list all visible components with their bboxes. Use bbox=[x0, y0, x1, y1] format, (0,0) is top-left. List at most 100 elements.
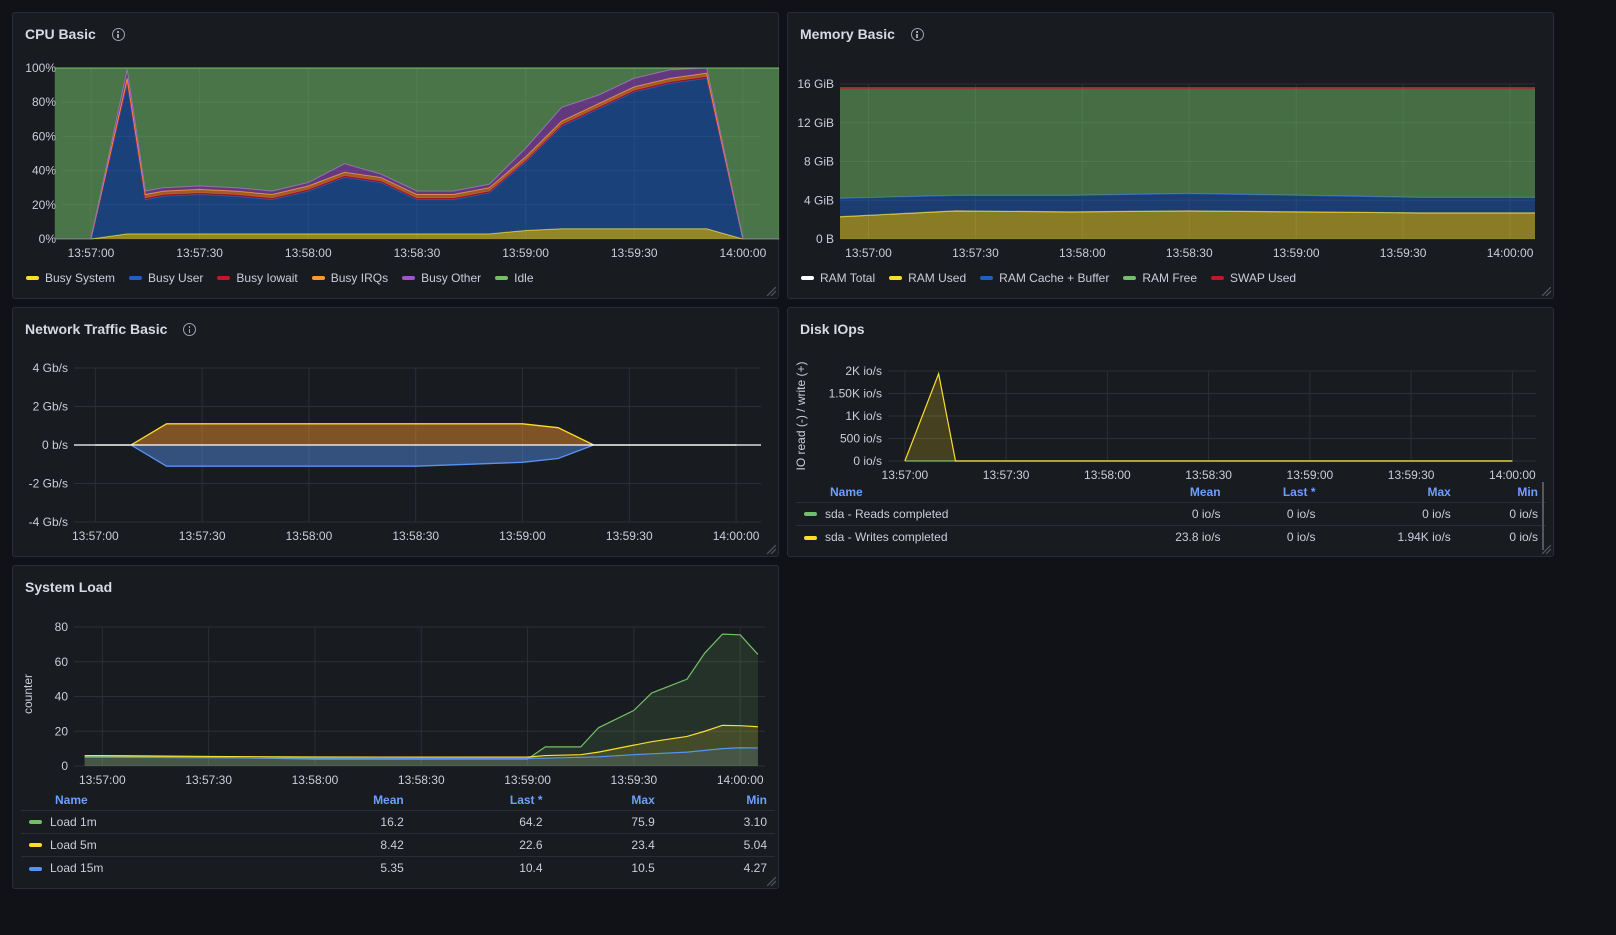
panel-title[interactable]: System Load bbox=[25, 579, 112, 595]
panel-title[interactable]: Memory Basic bbox=[800, 26, 924, 42]
load-line-load-15m bbox=[84, 747, 758, 760]
net-y-tick-label: 0 b/s bbox=[42, 438, 68, 452]
series-label: sda - Reads completed bbox=[825, 506, 949, 521]
legend-item[interactable]: RAM Total bbox=[801, 271, 875, 285]
cpu-x-tick-label: 13:58:00 bbox=[285, 246, 332, 260]
column-header[interactable]: Min bbox=[1517, 484, 1538, 499]
value-last: 22.6 bbox=[411, 832, 551, 856]
mem-area-ram-used bbox=[840, 210, 1535, 239]
panel-title[interactable]: CPU Basic bbox=[25, 26, 125, 42]
cpu-area-busy-user bbox=[54, 78, 780, 239]
disk-legend-table: Name Mean Last * Max Min sda - Reads complete… bbox=[796, 482, 1546, 548]
net-y-tick-label: 2 Gb/s bbox=[33, 400, 68, 414]
net-x-tick-label: 13:58:00 bbox=[286, 529, 333, 543]
series-name[interactable]: sda - Reads completed bbox=[796, 501, 1109, 525]
legend-label: Busy User bbox=[148, 271, 204, 285]
column-header[interactable]: Mean bbox=[373, 792, 404, 807]
value-min: 0 io/s bbox=[1458, 524, 1546, 548]
resize-handle-icon[interactable] bbox=[1542, 545, 1551, 554]
table-row[interactable]: Load 1m 16.2 64.2 75.9 3.10 bbox=[21, 809, 775, 833]
legend-item[interactable]: Busy User bbox=[129, 271, 203, 285]
legend-swatch bbox=[980, 276, 994, 280]
legend-label: SWAP Used bbox=[1230, 271, 1297, 285]
legend-item[interactable]: Busy System bbox=[26, 271, 115, 285]
info-icon[interactable] bbox=[910, 27, 924, 41]
legend-swatch bbox=[311, 276, 325, 280]
value-max: 10.5 bbox=[550, 855, 663, 879]
mem-y-tick-label: 12 GiB bbox=[797, 116, 834, 130]
column-header[interactable]: Min bbox=[746, 792, 767, 807]
column-header[interactable]: Last * bbox=[509, 792, 543, 807]
resize-handle-icon[interactable] bbox=[767, 877, 776, 886]
table-row[interactable]: sda - Reads completed 0 io/s 0 io/s 0 io/s 0… bbox=[796, 501, 1546, 525]
panel-title[interactable]: Disk IOps bbox=[800, 321, 865, 337]
legend-item[interactable]: RAM Used bbox=[889, 271, 966, 285]
cpu-y-tick-label: 80% bbox=[32, 95, 56, 109]
value-min: 5.04 bbox=[662, 832, 775, 856]
legend-item[interactable]: RAM Free bbox=[1123, 271, 1197, 285]
disk-y-tick-label: 1.50K io/s bbox=[829, 387, 882, 401]
network-chart[interactable]: 4 Gb/s 2 Gb/s 0 b/s -2 Gb/s -4 Gb/s 13:57:00 1… bbox=[13, 308, 780, 558]
legend-item[interactable]: Idle bbox=[495, 271, 534, 285]
value-max: 0 io/s bbox=[1323, 501, 1459, 525]
cpu-y-tick-label: 0% bbox=[39, 232, 57, 246]
legend-label: Busy System bbox=[45, 271, 116, 285]
series-name[interactable]: Load 5m bbox=[21, 832, 279, 856]
load-y-tick-label: 20 bbox=[55, 724, 69, 738]
disk-y-tick-label: 1K io/s bbox=[845, 409, 882, 423]
legend-item[interactable]: Busy IRQs bbox=[311, 271, 388, 285]
load-y-tick-label: 0 bbox=[61, 759, 68, 773]
table-header: Name Mean Last * Max Min bbox=[796, 482, 1546, 502]
legend-item[interactable]: Busy Iowait bbox=[217, 271, 298, 285]
value-mean: 0 io/s bbox=[1108, 501, 1229, 525]
legend-swatch bbox=[804, 512, 817, 517]
table-row[interactable]: Load 15m 5.35 10.4 10.5 4.27 bbox=[21, 855, 775, 879]
legend-item[interactable]: SWAP Used bbox=[1211, 271, 1296, 285]
series-name[interactable]: sda - Writes completed bbox=[796, 524, 1109, 548]
disk-x-tick-label: 13:58:00 bbox=[1084, 468, 1131, 482]
mem-y-tick-label: 0 B bbox=[816, 232, 834, 246]
legend-swatch bbox=[1211, 276, 1225, 280]
cpu-area-idle bbox=[54, 68, 780, 239]
resize-handle-icon[interactable] bbox=[767, 545, 776, 554]
series-name[interactable]: Load 15m bbox=[21, 855, 279, 879]
resize-handle-icon[interactable] bbox=[1542, 287, 1551, 296]
column-header[interactable]: Last * bbox=[1282, 484, 1316, 499]
value-last: 64.2 bbox=[411, 809, 551, 833]
column-header[interactable]: Max bbox=[631, 792, 655, 807]
net-y-tick-label: -4 Gb/s bbox=[29, 515, 68, 529]
memory-basic-title: Memory Basic bbox=[800, 26, 895, 42]
panel-title[interactable]: Network Traffic Basic bbox=[25, 321, 197, 337]
scrollbar[interactable] bbox=[1542, 482, 1544, 550]
column-header[interactable]: Max bbox=[1427, 484, 1451, 499]
network-traffic-title: Network Traffic Basic bbox=[25, 321, 168, 337]
mem-x-tick-label: 13:58:00 bbox=[1059, 246, 1106, 260]
legend-item[interactable]: RAM Cache + Buffer bbox=[980, 271, 1109, 285]
table-row[interactable]: Load 5m 8.42 22.6 23.4 5.04 bbox=[21, 832, 775, 856]
column-header[interactable]: Mean bbox=[1189, 484, 1221, 499]
mem-area-ram-cache-buffer bbox=[840, 193, 1535, 217]
net-x-tick-label: 13:57:30 bbox=[179, 529, 226, 543]
net-x-tick-label: 13:59:30 bbox=[606, 529, 653, 543]
disk-x-tick-label: 13:57:30 bbox=[983, 468, 1030, 482]
column-header[interactable]: Name bbox=[55, 792, 88, 807]
legend-swatch bbox=[889, 276, 903, 280]
info-icon[interactable] bbox=[183, 322, 197, 336]
value-min: 3.10 bbox=[662, 809, 775, 833]
column-header[interactable]: Name bbox=[830, 484, 863, 499]
disk-x-tick-label: 13:57:00 bbox=[882, 468, 929, 482]
memory-chart[interactable]: 16 GiB 12 GiB 8 GiB 4 GiB 0 B 13:57:00 13:57:3… bbox=[788, 13, 1555, 300]
table-header: Name Mean Last * Max Min bbox=[21, 790, 775, 810]
disk-iops-panel: Disk IOps 2K io/s 1.50K io/s 1K io/s 500 io… bbox=[787, 307, 1554, 557]
resize-handle-icon[interactable] bbox=[767, 287, 776, 296]
mem-y-tick-label: 4 GiB bbox=[804, 193, 834, 207]
system-load-chart[interactable]: 80 60 40 20 0 13:57:00 13:57:30 13:58:00 13:58:3… bbox=[13, 566, 780, 794]
series-name[interactable]: Load 1m bbox=[21, 809, 279, 833]
info-icon[interactable] bbox=[111, 27, 125, 41]
legend-item[interactable]: Busy Other bbox=[402, 271, 481, 285]
disk-y-axis-label: IO read (-) / write (+) bbox=[794, 361, 808, 470]
table-row[interactable]: sda - Writes completed 23.8 io/s 0 io/s 1.9… bbox=[796, 524, 1546, 548]
cpu-chart[interactable]: 100% 80% 60% 40% 20% 0% 13:57:00 13:57:30 13:58:… bbox=[13, 13, 780, 300]
load-x-tick-label: 13:58:30 bbox=[398, 773, 445, 787]
